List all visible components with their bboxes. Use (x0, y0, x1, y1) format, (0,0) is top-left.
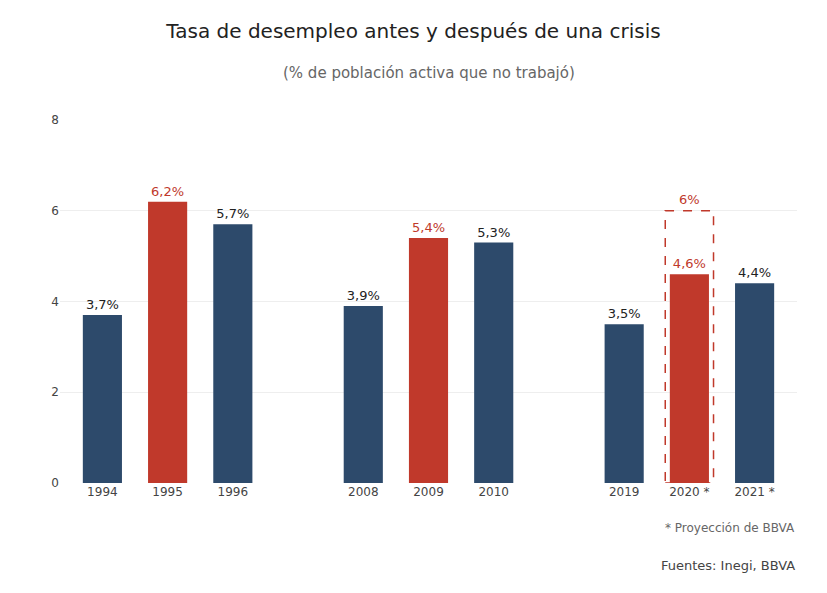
svg-text:6%: 6% (679, 192, 700, 207)
svg-text:2008: 2008 (348, 485, 379, 499)
svg-text:2009: 2009 (413, 485, 444, 499)
svg-text:5,7%: 5,7% (216, 206, 249, 221)
svg-text:2021 *: 2021 * (734, 485, 774, 499)
svg-text:2019: 2019 (609, 485, 640, 499)
svg-text:5,4%: 5,4% (412, 220, 445, 235)
svg-text:6: 6 (51, 204, 59, 218)
svg-text:2: 2 (51, 385, 59, 399)
svg-text:4: 4 (51, 295, 59, 309)
svg-text:1995: 1995 (152, 485, 183, 499)
svg-text:0: 0 (51, 476, 59, 490)
svg-text:3,9%: 3,9% (347, 288, 380, 303)
svg-text:Fuentes: Inegi, BBVA: Fuentes: Inegi, BBVA (661, 558, 795, 573)
svg-text:5,3%: 5,3% (477, 225, 510, 240)
svg-text:(% de población activa que no: (% de población activa que no trabajó) (283, 64, 575, 82)
svg-text:6,2%: 6,2% (151, 184, 184, 199)
svg-text:1996: 1996 (218, 485, 249, 499)
svg-text:2010: 2010 (478, 485, 509, 499)
svg-text:* Proyección de BBVA: * Proyección de BBVA (665, 521, 795, 535)
svg-text:3,5%: 3,5% (608, 306, 641, 321)
svg-text:1994: 1994 (87, 485, 118, 499)
svg-text:4,6%: 4,6% (673, 256, 706, 271)
svg-text:4,4%: 4,4% (738, 265, 771, 280)
svg-text:2020 *: 2020 * (669, 485, 709, 499)
svg-text:3,7%: 3,7% (86, 297, 119, 312)
svg-text:8: 8 (51, 113, 59, 127)
svg-text:Tasa de desempleo antes y desp: Tasa de desempleo antes y después de una… (165, 19, 660, 43)
